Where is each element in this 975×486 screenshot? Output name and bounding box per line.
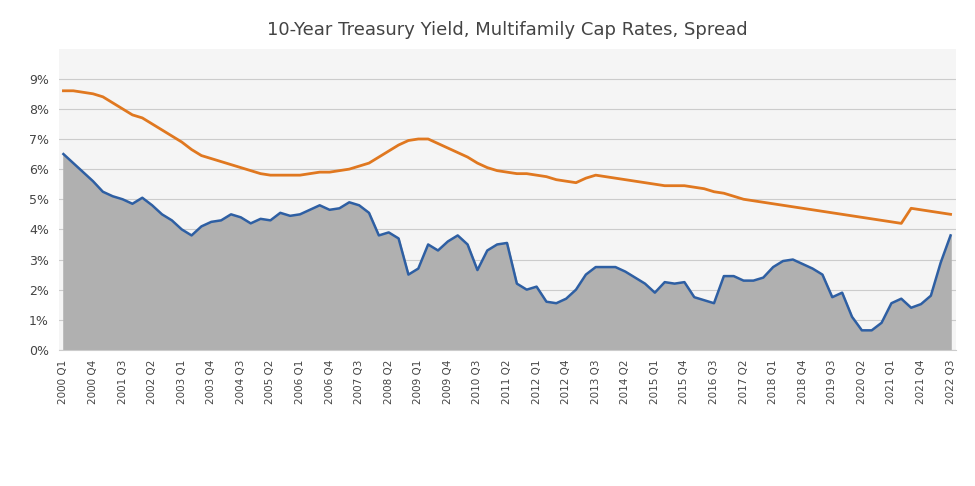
Market Cap Rates [285, 172, 296, 178]
10-Year Treasury [935, 260, 947, 265]
10-Year Treasury [806, 266, 818, 272]
Market Cap Rates [264, 172, 276, 178]
10-Year Treasury [166, 217, 177, 223]
Market Cap Rates [166, 133, 177, 139]
10-Year Treasury [264, 217, 276, 223]
Line: Market Cap Rates: Market Cap Rates [63, 91, 951, 224]
Market Cap Rates [945, 211, 956, 217]
10-Year Treasury [945, 232, 956, 238]
Market Cap Rates [806, 207, 818, 213]
Market Cap Rates [935, 210, 947, 216]
Title: 10-Year Treasury Yield, Multifamily Cap Rates, Spread: 10-Year Treasury Yield, Multifamily Cap … [267, 21, 747, 39]
Line: 10-Year Treasury: 10-Year Treasury [63, 154, 951, 330]
Market Cap Rates [58, 88, 69, 94]
Market Cap Rates [925, 208, 937, 214]
10-Year Treasury [285, 213, 296, 219]
Market Cap Rates [895, 221, 907, 226]
10-Year Treasury [58, 151, 69, 157]
10-Year Treasury [856, 328, 868, 333]
10-Year Treasury [925, 293, 937, 298]
